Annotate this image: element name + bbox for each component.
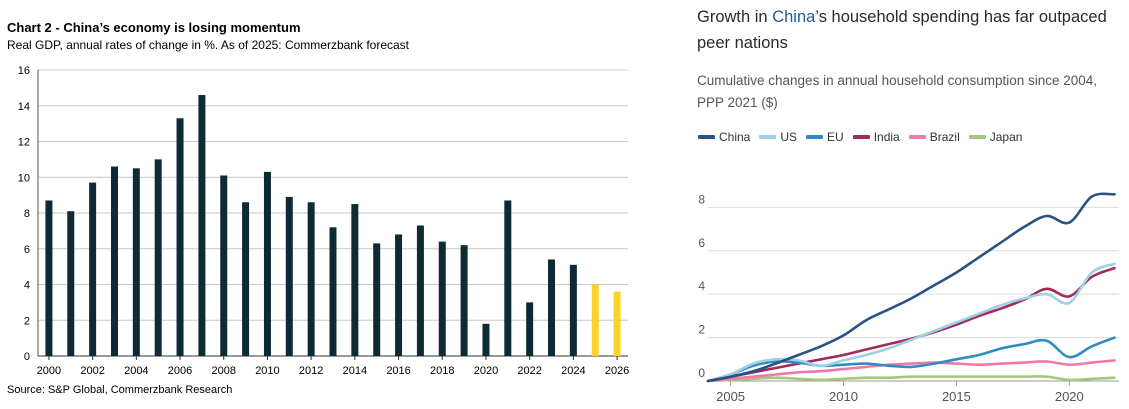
consumption-chart-subtitle: Cumulative changes in annual household c… (697, 73, 1098, 110)
x-tick-label: 2016 (386, 365, 410, 377)
gdp-bar (460, 245, 468, 356)
legend-swatch (852, 135, 870, 139)
gdp-bar (373, 243, 381, 356)
gdp-bar (89, 182, 97, 356)
consumption-chart-title: Growth in China’s household spending has… (697, 4, 1127, 56)
legend-item: Brazil (908, 130, 960, 144)
x-tick-label: 2000 (37, 365, 61, 377)
series-line-brazil (706, 359, 1116, 383)
x-tick-label: 2004 (124, 365, 148, 377)
title-highlight-china: China (772, 8, 816, 26)
title-part-1: Growth in (697, 8, 773, 26)
x-tick-label: 2015 (942, 389, 971, 404)
gdp-bar (395, 234, 403, 356)
gdp-bar (569, 264, 577, 356)
gdp-bar (154, 159, 162, 356)
gdp-chart-title: Chart 2 - China’s economy is losing mome… (7, 20, 301, 35)
gdp-bar (526, 302, 534, 356)
gdp-bar (351, 204, 359, 356)
y-tick-label: 2 (698, 323, 705, 337)
consumption-chart-panel: Growth in China’s household spending has… (690, 0, 1129, 409)
x-tick-label: 2026 (605, 365, 629, 377)
series-line-us (706, 262, 1116, 383)
gdp-bar (132, 168, 140, 356)
series-line-china (706, 192, 1116, 383)
y-tick-label: 6 (698, 236, 705, 250)
consumption-line-chart: 0 2 4 6 8 2005 2010 2015 2020 (698, 192, 1119, 404)
gdp-bar (548, 259, 556, 356)
x-tick-label: 2022 (517, 365, 541, 377)
x-tick-label: 2010 (829, 389, 858, 404)
y-tick-label: 0 (24, 351, 30, 363)
legend-swatch (759, 135, 777, 139)
x-tick-label: 2024 (561, 365, 585, 377)
consumption-chart-legend: China US EU India Brazil Japan (698, 130, 1022, 144)
gdp-bar (110, 166, 118, 356)
legend-label: Brazil (929, 130, 960, 144)
x-tick-label: 2014 (343, 365, 367, 377)
gdp-chart-subtitle: Real GDP, annual rates of change in %. A… (7, 38, 409, 52)
legend-label: US (780, 130, 798, 144)
legend-item: China (698, 130, 750, 144)
y-tick-label: 16 (18, 65, 30, 77)
x-tick-label: 2012 (299, 365, 323, 377)
legend-label: China (719, 130, 751, 144)
legend-item: EU (806, 130, 844, 144)
x-tick-label: 2008 (211, 365, 235, 377)
y-tick-label: 2 (24, 315, 30, 327)
forecast-bar (591, 284, 599, 356)
gdp-bar (438, 241, 446, 356)
legend-swatch (968, 135, 986, 139)
y-tick-label: 14 (18, 101, 30, 113)
x-tick-label: 2018 (430, 365, 454, 377)
legend-item: US (759, 130, 797, 144)
y-tick-label: 12 (18, 137, 30, 149)
gdp-bar (176, 118, 184, 356)
y-tick-label: 6 (24, 244, 30, 256)
forecast-bar (613, 291, 621, 356)
gdp-bar (482, 323, 490, 356)
gdp-bar (329, 227, 337, 356)
gdp-bar (67, 211, 75, 356)
y-tick-label: 4 (698, 279, 705, 293)
gdp-bar (307, 202, 315, 356)
legend-label: Japan (989, 130, 1023, 144)
gdp-bar (242, 202, 250, 356)
gdp-bar (263, 171, 271, 356)
y-tick-label: 0 (698, 366, 705, 380)
y-tick-label: 8 (698, 192, 705, 206)
x-tick-label: 2010 (255, 365, 279, 377)
legend-swatch (806, 135, 824, 139)
legend-item: India (852, 130, 900, 144)
y-tick-label: 4 (24, 280, 30, 292)
gdp-bar (198, 95, 206, 357)
series-line-eu (706, 336, 1116, 383)
legend-swatch (698, 135, 715, 139)
legend-label: India (873, 130, 900, 144)
gdp-bar (504, 200, 512, 356)
y-tick-label: 8 (24, 208, 30, 220)
legend-label: EU (827, 130, 844, 144)
gdp-bar (45, 200, 53, 356)
x-tick-label: 2020 (1055, 389, 1084, 404)
series-line-japan (706, 375, 1116, 383)
legend-item: Japan (968, 130, 1023, 144)
gdp-bar (285, 196, 293, 356)
x-tick-label: 2005 (716, 389, 745, 404)
gdp-chart-panel: Chart 2 - China’s economy is losing mome… (7, 20, 630, 396)
title-part-2: ’s household spending has far outpaced p… (697, 8, 1107, 52)
legend-swatch (908, 135, 926, 139)
gdp-chart-source: Source: S&P Global, Commerzbank Research (7, 384, 233, 396)
x-tick-label: 2006 (168, 365, 192, 377)
gdp-bar (220, 175, 228, 356)
y-tick-label: 10 (18, 172, 30, 184)
x-tick-label: 2002 (80, 365, 104, 377)
gdp-bar (416, 225, 424, 356)
x-tick-label: 2020 (474, 365, 498, 377)
gdp-bar-chart: 0 2 4 6 8 10 12 14 16 2000 2002 2004 2006 2008 2010 201… (18, 65, 630, 377)
